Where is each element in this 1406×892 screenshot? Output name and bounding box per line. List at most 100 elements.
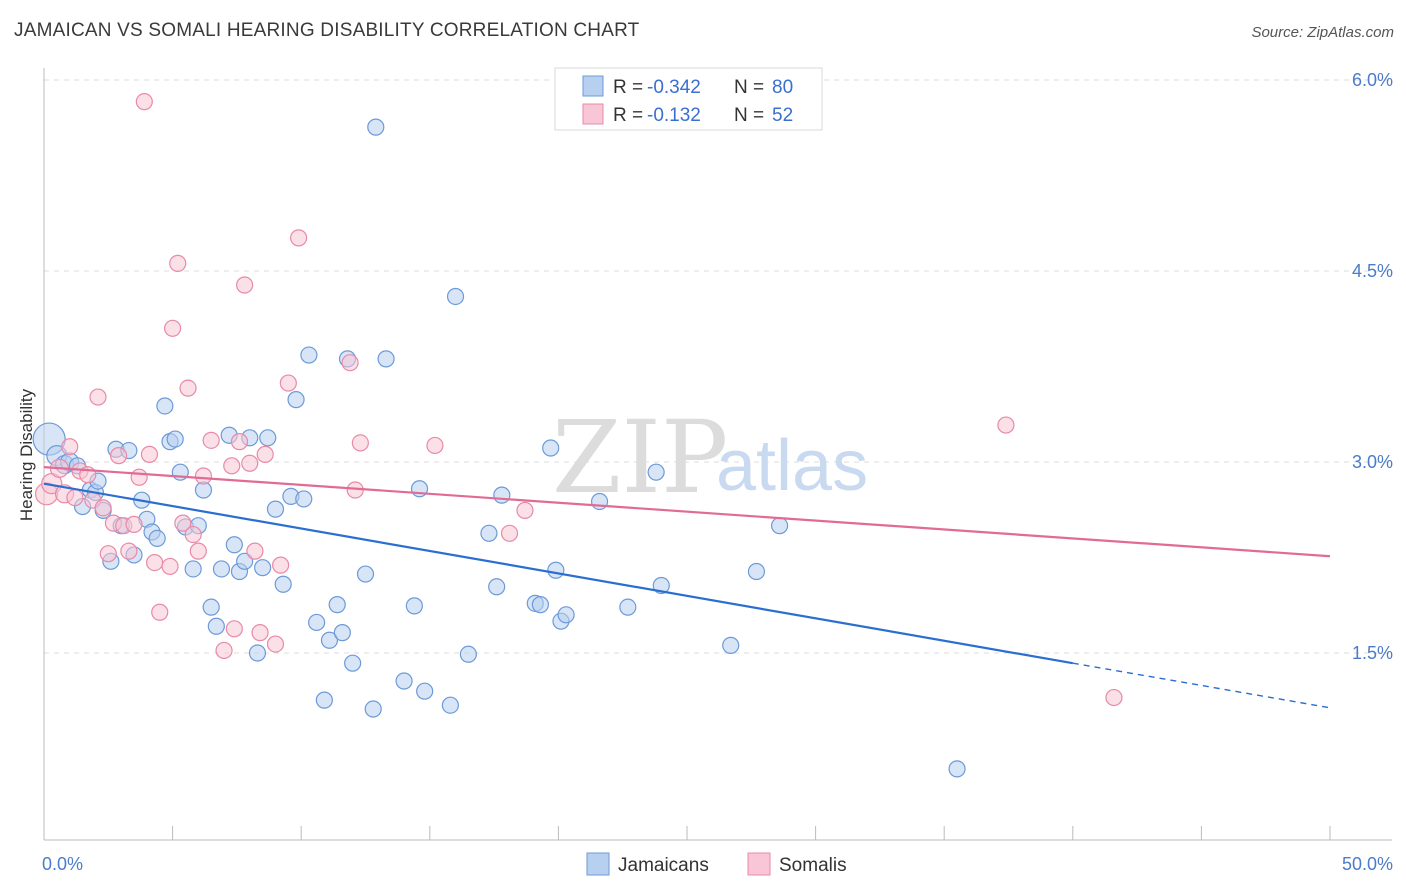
jamaicans-point-76 xyxy=(747,562,766,581)
jamaicans-legend-swatch xyxy=(582,75,604,97)
watermark: ZIP atlas xyxy=(552,399,868,516)
y-tick-label-2: 4.5% xyxy=(1352,261,1393,281)
somalis-point-36 xyxy=(241,454,259,472)
somalis-point-10 xyxy=(94,499,112,517)
somalis-r-label: R = xyxy=(613,105,643,126)
somalis-point-37 xyxy=(246,542,264,560)
somalis-point-11 xyxy=(99,545,117,563)
somalis-point-48 xyxy=(500,524,519,542)
somalis-point-43 xyxy=(290,229,308,247)
data-points xyxy=(32,93,1123,778)
somalis-point-32 xyxy=(223,457,241,475)
somalis-point-17 xyxy=(130,468,148,486)
jamaicans-point-37 xyxy=(259,429,277,447)
jamaicans-point-77 xyxy=(770,517,789,535)
trend-lines xyxy=(43,465,1331,709)
x-tick-label-0: 0.0% xyxy=(42,854,83,874)
jamaicans-r-value: -0.342 xyxy=(647,77,701,98)
jamaicans-point-75 xyxy=(722,636,740,654)
somalis-point-28 xyxy=(189,542,207,560)
somalis-point-35 xyxy=(236,276,254,294)
somalis-point-40 xyxy=(266,635,285,653)
somalis-point-26 xyxy=(179,379,197,397)
somalis-point-18 xyxy=(135,93,153,111)
jamaicans-point-33 xyxy=(236,552,254,570)
jamaicans-point-64 xyxy=(493,486,511,504)
somalis-point-31 xyxy=(215,641,233,660)
somalis-trend-line xyxy=(43,465,1331,558)
jamaicans-point-62 xyxy=(480,524,498,542)
jamaicans-n-value: 80 xyxy=(772,77,793,98)
somalis-point-50 xyxy=(997,416,1015,434)
somalis-point-22 xyxy=(161,557,179,576)
jamaicans-point-51 xyxy=(356,565,375,583)
jamaicans-point-39 xyxy=(274,575,292,593)
jamaicans-point-70 xyxy=(557,606,575,624)
somalis-point-23 xyxy=(164,319,182,337)
somalis-point-46 xyxy=(351,434,369,452)
somalis-point-51 xyxy=(1105,688,1123,707)
somalis-point-38 xyxy=(251,624,269,642)
somalis-point-13 xyxy=(109,447,128,465)
somalis-point-30 xyxy=(202,431,220,449)
somalis-point-29 xyxy=(194,467,213,485)
x-tick-label-1: 50.0% xyxy=(1342,854,1393,874)
jamaicans-point-18 xyxy=(148,529,166,548)
legend-top: R = -0.342 N = 80 R = -0.132 N = 52 xyxy=(554,67,823,131)
jamaicans-bottom-label: Jamaicans xyxy=(618,855,709,876)
jamaicans-point-42 xyxy=(295,490,313,508)
y-tick-label-0: 1.5% xyxy=(1352,643,1393,663)
jamaicans-point-55 xyxy=(395,672,413,690)
somalis-point-25 xyxy=(174,514,192,532)
somalis-point-47 xyxy=(426,436,444,455)
somalis-point-27 xyxy=(184,525,202,544)
legend-bottom: Jamaicans Somalis xyxy=(586,852,847,876)
jamaicans-point-53 xyxy=(367,118,385,136)
y-axis-label: Hearing Disability xyxy=(17,388,36,521)
somalis-point-15 xyxy=(120,542,138,560)
jamaicans-point-38 xyxy=(266,500,285,518)
somalis-n-label: N = xyxy=(734,105,764,126)
somalis-point-33 xyxy=(225,620,243,638)
somalis-bottom-swatch xyxy=(747,852,771,876)
somalis-point-34 xyxy=(230,433,249,451)
somalis-point-19 xyxy=(140,445,159,463)
jamaicans-point-54 xyxy=(377,350,395,368)
jamaicans-trend-line xyxy=(43,482,1073,665)
somalis-legend-swatch xyxy=(582,103,604,125)
jamaicans-point-61 xyxy=(459,645,477,663)
y-tick-label-3: 6.0% xyxy=(1352,70,1393,90)
somalis-point-49 xyxy=(516,501,534,519)
watermark-atlas: atlas xyxy=(716,426,868,506)
jamaicans-n-label: N = xyxy=(734,77,764,98)
jamaicans-r-label: R = xyxy=(613,77,643,98)
jamaicans-point-63 xyxy=(488,578,506,596)
tick-labels: 1.5% 3.0% 4.5% 6.0% 0.0% 50.0% xyxy=(42,70,1393,874)
jamaicans-point-68 xyxy=(547,561,565,579)
watermark-zip: ZIP xyxy=(552,399,728,516)
jamaicans-point-50 xyxy=(344,654,362,672)
jamaicans-point-19 xyxy=(156,397,174,415)
somalis-point-20 xyxy=(145,553,164,572)
jamaicans-point-47 xyxy=(328,596,346,614)
jamaicans-point-66 xyxy=(531,596,549,614)
somalis-point-16 xyxy=(125,515,143,533)
jamaicans-point-31 xyxy=(225,536,243,554)
jamaicans-point-67 xyxy=(542,439,560,457)
somalis-point-24 xyxy=(169,254,187,272)
jamaicans-point-28 xyxy=(207,617,225,635)
jamaicans-point-72 xyxy=(619,598,637,616)
somalis-n-value: 52 xyxy=(772,105,793,126)
somalis-point-5 xyxy=(66,489,84,507)
jamaicans-point-78 xyxy=(948,760,966,778)
jamaicans-point-59 xyxy=(441,696,459,714)
jamaicans-point-44 xyxy=(308,613,326,632)
somalis-point-4 xyxy=(61,438,79,456)
jamaicans-point-56 xyxy=(405,597,423,615)
source-label: Source: ZipAtlas.com xyxy=(1251,24,1394,41)
jamaicans-point-36 xyxy=(254,559,272,577)
jamaicans-point-58 xyxy=(416,682,434,700)
jamaicans-point-48 xyxy=(333,624,351,642)
somalis-bottom-label: Somalis xyxy=(779,855,847,876)
